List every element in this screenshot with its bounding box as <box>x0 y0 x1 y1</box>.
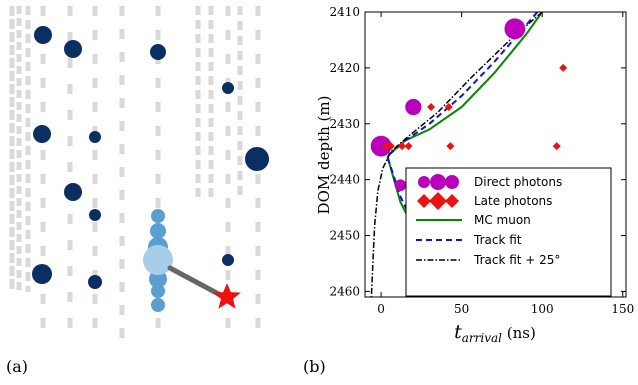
direct-photon-point <box>370 135 392 157</box>
detector-string-icon <box>9 6 261 340</box>
x-axis-label-sub: arrival <box>462 331 502 345</box>
x-tick-label: 100 <box>531 302 554 316</box>
event-display <box>9 6 269 340</box>
dom-hit-icon <box>151 284 165 298</box>
star-marker-icon <box>213 283 241 309</box>
tick-labels: 0 50 100 150 2410 2420 2430 2440 2450 2460 <box>329 5 634 316</box>
legend-entry-mc: MC muon <box>416 213 531 227</box>
dom-hit-icon <box>245 147 269 171</box>
x-axis-label-base: t <box>454 321 462 343</box>
y-tick-label: 2410 <box>329 5 360 19</box>
legend-label-mc: MC muon <box>474 213 531 227</box>
late-photon-point <box>446 142 455 151</box>
dom-hit-icon <box>222 254 234 266</box>
legend-symbol-direct <box>418 176 430 188</box>
plot-frame <box>364 11 627 298</box>
series-line <box>370 12 543 297</box>
legend-symbol-late <box>445 194 459 208</box>
direct-photon-point <box>394 179 407 192</box>
dom-hit-icon <box>150 223 166 239</box>
dom-hits <box>32 26 269 312</box>
dom-hit-icon <box>89 209 101 221</box>
late-photon-point <box>404 142 413 151</box>
legend: Direct photons Late photons MC muon Trac… <box>405 167 612 297</box>
y-tick-label: 2420 <box>329 61 360 75</box>
direct-photon-point <box>405 98 422 116</box>
legend-label-trackfit25: Track fit + 25° <box>473 253 560 267</box>
legend-label-late: Late photons <box>474 194 552 208</box>
legend-entry-late: Late photons <box>417 192 552 210</box>
dom-hit-icon <box>150 44 166 60</box>
y-tick-label: 2460 <box>329 284 360 298</box>
x-tick-label: 50 <box>454 302 469 316</box>
x-tick-label: 150 <box>611 302 634 316</box>
dom-hit-icon <box>151 209 165 223</box>
panel-label-b: (b) <box>303 357 326 376</box>
dom-hit-icon <box>149 270 167 288</box>
x-axis-label-unit: (ns) <box>502 324 536 342</box>
late-photon-point <box>552 142 561 151</box>
legend-entry-direct: Direct photons <box>418 174 562 190</box>
dom-hit-icon <box>34 26 52 44</box>
legend-entry-trackfit: Track fit <box>416 233 522 247</box>
dom-hit-icon <box>64 183 82 201</box>
arrival-time-chart: 0 50 100 150 2410 2420 2430 2440 2450 2460 DOM de… <box>315 5 634 345</box>
legend-entry-trackfit25: Track fit + 25° <box>416 253 560 267</box>
x-tick-label: 0 <box>377 302 385 316</box>
dom-hit-icon <box>143 245 173 275</box>
late-photon-point <box>398 142 407 151</box>
panel-label-a: (a) <box>6 357 28 376</box>
dom-hit-icon <box>151 298 165 312</box>
x-axis-label: tarrival (ns) <box>454 321 536 345</box>
dom-hit-icon <box>222 82 234 94</box>
y-tick-label: 2440 <box>329 173 360 187</box>
y-tick-label: 2450 <box>329 229 360 243</box>
late-photon-point <box>386 142 395 151</box>
legend-symbol-late <box>417 194 431 208</box>
legend-label-trackfit: Track fit <box>473 233 522 247</box>
direct-photon-point <box>504 18 526 40</box>
legend-label-direct: Direct photons <box>474 175 562 189</box>
dom-hit-icon <box>89 131 101 143</box>
dom-hit-icon <box>88 275 102 289</box>
y-axis-label: DOM depth (m) <box>315 96 333 215</box>
legend-symbol-direct <box>430 174 446 190</box>
dom-hit-icon <box>64 40 82 58</box>
late-photon-point <box>444 103 453 111</box>
y-tick-label: 2430 <box>329 117 360 131</box>
dom-hit-icon <box>32 264 52 284</box>
late-photon-point <box>381 142 390 151</box>
legend-symbol-direct <box>445 175 459 189</box>
late-photon-point <box>559 63 568 72</box>
dom-hit-icon <box>33 125 51 143</box>
late-photon-point <box>427 103 436 111</box>
legend-symbol-late <box>429 192 447 210</box>
